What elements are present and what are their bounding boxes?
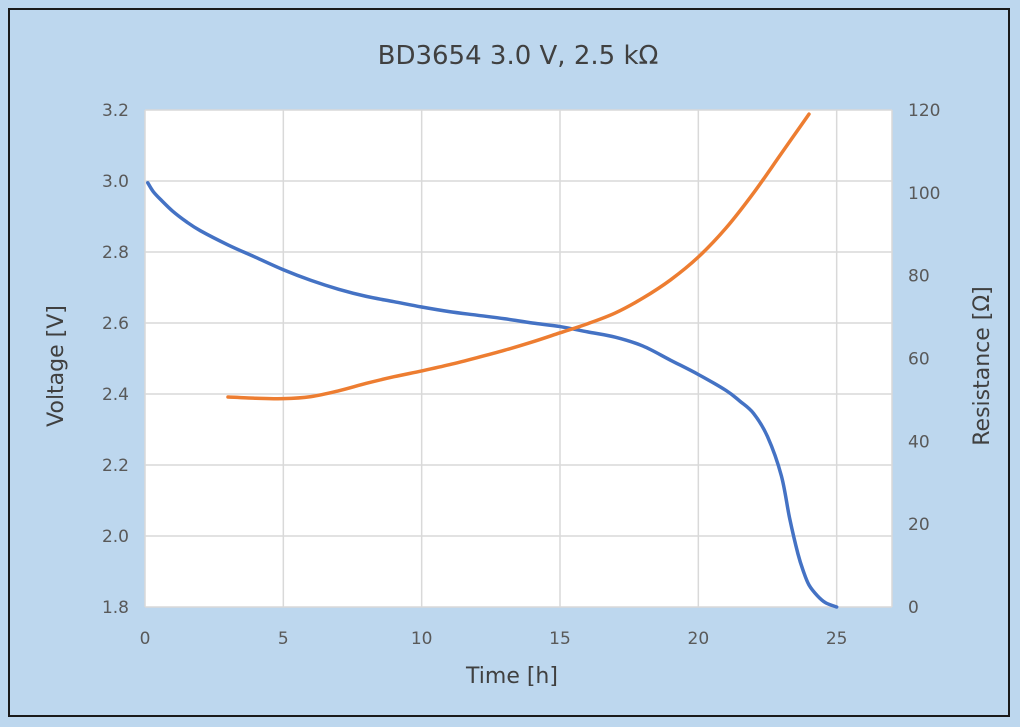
y-tick-label: 2.2 bbox=[102, 456, 129, 476]
voltage-series-line bbox=[146, 181, 839, 609]
line-chart: 1.8 2.0 2.2 2.4 2.6 2.8 3.0 3.2 0 20 40 60 80 100 120 0… bbox=[44, 41, 995, 689]
y2-tick-label: 40 bbox=[908, 432, 930, 452]
chart-title: BD3654 3.0 V, 2.5 kΩ bbox=[378, 41, 659, 71]
y-tick-label: 2.4 bbox=[102, 385, 129, 405]
y2-tick-label: 0 bbox=[908, 598, 919, 618]
gridlines bbox=[144, 109, 893, 608]
x-tick-label: 10 bbox=[411, 629, 433, 649]
plot-area bbox=[145, 110, 892, 607]
x-tick-label: 5 bbox=[278, 629, 289, 649]
x-tick-label: 25 bbox=[826, 629, 848, 649]
y2-tick-label: 60 bbox=[908, 350, 930, 370]
tick-labels: 1.8 2.0 2.2 2.4 2.6 2.8 3.0 3.2 0 20 40 60 80 100 120 0… bbox=[102, 101, 941, 649]
y-tick-label: 2.6 bbox=[102, 314, 129, 334]
y2-tick-label: 120 bbox=[908, 101, 940, 121]
y-axis-title: Voltage [V] bbox=[44, 305, 69, 427]
chart-frame: 1.8 2.0 2.2 2.4 2.6 2.8 3.0 3.2 0 20 40 60 80 100 120 0… bbox=[8, 8, 1010, 717]
x-tick-label: 15 bbox=[549, 629, 571, 649]
y-tick-label: 2.8 bbox=[102, 243, 129, 263]
y-tick-label: 1.8 bbox=[102, 598, 129, 618]
y-tick-label: 3.0 bbox=[102, 172, 129, 192]
y2-tick-label: 100 bbox=[908, 184, 940, 204]
x-axis-title: Time [h] bbox=[465, 664, 558, 689]
y2-axis-title: Resistance [Ω] bbox=[970, 286, 995, 446]
y2-tick-label: 20 bbox=[908, 515, 930, 535]
y-tick-label: 2.0 bbox=[102, 527, 129, 547]
x-tick-label: 20 bbox=[688, 629, 710, 649]
resistance-series-line bbox=[226, 112, 811, 401]
y2-tick-label: 80 bbox=[908, 267, 930, 287]
x-tick-label: 0 bbox=[140, 629, 151, 649]
series-layer bbox=[146, 112, 839, 609]
y-tick-label: 3.2 bbox=[102, 101, 129, 121]
